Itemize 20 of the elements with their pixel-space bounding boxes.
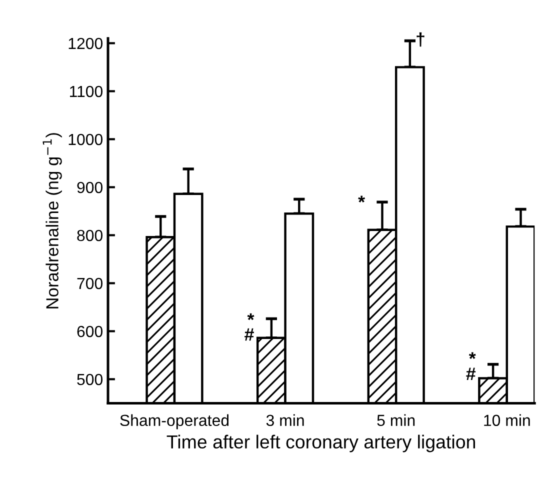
annotation: * — [358, 196, 366, 202]
y-tick-label: 900 — [77, 182, 103, 194]
annotation: # — [244, 328, 254, 341]
y-tick-label: 600 — [77, 326, 103, 338]
annotation: † — [416, 32, 424, 47]
annotation: * — [468, 352, 476, 359]
x-tick-label: 10 min — [484, 414, 530, 426]
y-tick-label: 500 — [77, 374, 103, 386]
x-tick-label: Sham-operated — [120, 414, 229, 430]
y-tick-label: 700 — [77, 278, 103, 290]
x-tick-label: 5 min — [377, 414, 415, 426]
annotation: * — [247, 313, 254, 320]
y-tick-label: 1200 — [68, 38, 103, 50]
x-tick-label: 3 min — [266, 414, 304, 426]
y-axis-title: Noradrenaline (ng g$^{−1}$) — [42, 133, 62, 308]
y-tick-label: 800 — [77, 230, 103, 242]
x-axis-title: Time after left coronary artery ligation — [166, 434, 476, 452]
y-tick-label: 1100 — [70, 86, 103, 98]
y-tick-label: 1000 — [68, 134, 103, 146]
annotation: # — [466, 368, 476, 380]
